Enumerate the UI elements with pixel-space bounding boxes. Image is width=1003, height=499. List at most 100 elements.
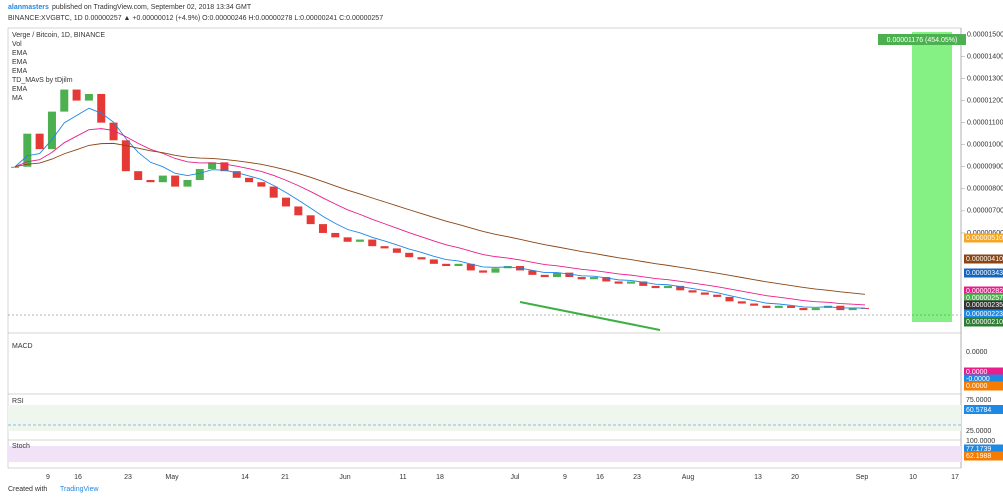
candle xyxy=(811,307,820,311)
price-badge-label: 0.00000210 xyxy=(966,319,1003,326)
date-label: Aug xyxy=(682,474,695,481)
date-label: Jun xyxy=(339,474,350,481)
candle xyxy=(774,305,783,308)
price-badge-label: 0.00000223 xyxy=(966,311,1003,318)
candle xyxy=(72,89,81,101)
price-badge xyxy=(964,367,1003,377)
date-label: 18 xyxy=(436,474,444,481)
candle xyxy=(639,281,648,286)
candle xyxy=(257,182,266,187)
y-tick-label: 0.00000700 xyxy=(967,208,1003,215)
ema-line xyxy=(14,107,866,309)
candle xyxy=(318,224,327,233)
legend-entry: MA xyxy=(12,95,23,102)
price-badge xyxy=(964,317,1003,327)
candle xyxy=(750,303,759,306)
candle xyxy=(848,307,857,311)
price-badge-label: 0.0000 xyxy=(966,383,988,390)
candle xyxy=(60,89,69,112)
date-label: 21 xyxy=(281,474,289,481)
price-badge xyxy=(964,444,1003,454)
price-badge xyxy=(964,309,1003,319)
candle xyxy=(392,248,401,253)
target-label: 0.00001176 (454.05%) xyxy=(887,37,958,44)
candle xyxy=(146,180,155,183)
footer-brand[interactable]: TradingView xyxy=(60,486,99,493)
candle xyxy=(799,307,808,311)
candle xyxy=(700,292,709,295)
candle xyxy=(614,281,623,284)
candle xyxy=(183,180,192,187)
y-tick-label: 0.00000600 xyxy=(967,230,1003,237)
candle xyxy=(35,133,44,150)
candle xyxy=(491,268,500,273)
candle xyxy=(282,197,291,207)
candle xyxy=(602,277,611,282)
candle xyxy=(269,186,278,198)
date-label: 20 xyxy=(791,474,799,481)
candle xyxy=(565,272,574,278)
y-tick-label: 0.00001000 xyxy=(967,142,1003,149)
candle xyxy=(195,168,204,180)
stoch-label: Stoch xyxy=(12,443,30,450)
candle xyxy=(84,93,93,101)
date-label: 9 xyxy=(563,474,567,481)
candle xyxy=(405,252,414,258)
price-badge-label: -0.0000 xyxy=(966,376,990,383)
y-tick-label: 0.00000900 xyxy=(967,164,1003,171)
legend-entry: TD_MAvS by tDjilm xyxy=(12,77,73,84)
published: published on TradingView.com, September … xyxy=(52,4,252,11)
candle xyxy=(540,274,549,278)
legend-entry: EMA xyxy=(12,68,28,75)
date-label: 9 xyxy=(46,474,50,481)
legend-entry: EMA xyxy=(12,50,28,57)
rsi-band xyxy=(8,405,961,431)
stoch-axis: 100.0000 xyxy=(966,438,995,445)
legend-entry: Vol xyxy=(12,41,22,48)
rsi-axis: 25.0000 xyxy=(966,428,991,435)
price-badge-label: 0.00000235 xyxy=(966,302,1003,309)
rsi-label: RSI xyxy=(12,398,24,405)
date-label: 16 xyxy=(74,474,82,481)
price-badge-label: 0.00000343 xyxy=(966,270,1003,277)
author[interactable]: alanmasters xyxy=(8,4,49,11)
legend-entry: EMA xyxy=(12,59,28,66)
candle xyxy=(479,270,488,273)
candle xyxy=(331,232,340,238)
price-badge-label: 0.00000410 xyxy=(966,256,1003,263)
price-badge xyxy=(964,300,1003,310)
candle xyxy=(306,215,315,225)
candle xyxy=(294,206,303,216)
date-label: 16 xyxy=(596,474,604,481)
candle xyxy=(651,285,660,289)
candle xyxy=(676,285,685,291)
price-badge xyxy=(964,254,1003,264)
candle xyxy=(109,122,118,141)
price-badge xyxy=(964,381,1003,391)
candle xyxy=(134,171,143,180)
target-badge xyxy=(878,34,966,45)
date-label: Sep xyxy=(856,474,869,481)
candle xyxy=(343,237,352,242)
candle xyxy=(158,175,167,183)
price-badge-label: 0.00000257 xyxy=(966,295,1003,302)
candle xyxy=(528,270,537,275)
candle xyxy=(220,162,229,172)
price-badge xyxy=(964,268,1003,278)
candle xyxy=(47,111,56,150)
candle xyxy=(861,307,869,309)
candle xyxy=(429,259,438,264)
candle xyxy=(417,257,426,260)
date-label: 23 xyxy=(124,474,132,481)
price-badge-label: 77.1739 xyxy=(966,446,991,453)
date-label: 13 xyxy=(754,474,762,481)
candle xyxy=(466,263,475,271)
macd-axis: 0.0000 xyxy=(966,349,988,356)
legend-entry: Verge / Bitcoin, 1D, BINANCE xyxy=(12,32,105,39)
candle xyxy=(11,166,19,168)
date-label: 23 xyxy=(633,474,641,481)
candle xyxy=(589,277,598,280)
candle xyxy=(368,239,377,247)
price-badge-label: 0.0000 xyxy=(966,369,988,376)
candle xyxy=(442,263,451,267)
